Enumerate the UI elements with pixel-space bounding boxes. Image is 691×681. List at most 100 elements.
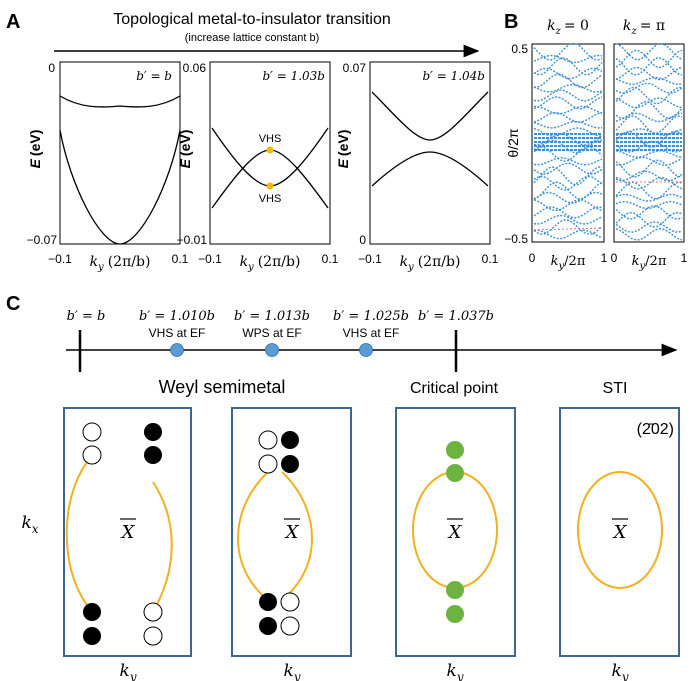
subplot-3-ytop: 0.07	[343, 61, 367, 75]
weyl-node-hollow	[143, 626, 163, 646]
vhs-marker-bottom	[266, 182, 274, 190]
fermi-loop-sti	[577, 471, 663, 589]
bz-box-2-frame	[231, 407, 352, 657]
bz-box-sti: (2̄02) X ky	[559, 407, 680, 681]
xbar-label-3: X	[447, 522, 463, 543]
bz-box-1-frame	[63, 407, 192, 657]
surface-label: (2̄02)	[637, 421, 674, 438]
bz-box-weyl-2: X ky	[231, 407, 352, 681]
subplot-1-upper-band	[59, 95, 181, 108]
weyl-node-hollow	[258, 430, 278, 450]
weyl-node-hollow	[82, 422, 102, 442]
weyl-node-filled	[281, 431, 299, 449]
wcc-line	[533, 181, 603, 200]
wcc-lines-kzpi	[615, 43, 683, 241]
phase-label-2: b′ = 1.013b	[234, 309, 310, 324]
wcc-line	[533, 42, 603, 61]
subplot-3-ylabel: E(eV)	[335, 130, 351, 169]
bz-box-critical: X ky	[395, 407, 516, 681]
weyl-node-filled	[259, 593, 277, 611]
critical-node	[446, 464, 464, 482]
bz-box-4-frame	[559, 407, 680, 657]
panel-b-xtick-left-pi: 0	[611, 251, 618, 265]
wcc-line	[615, 211, 683, 228]
ky-label-3: ky	[446, 661, 463, 681]
panel-b-letter: B	[504, 11, 518, 33]
panel-b-ylabel: θ/2π	[505, 128, 521, 157]
wcc-line	[615, 149, 683, 158]
wcc-frame-kzpi	[613, 43, 685, 243]
reference-line-kz0	[533, 227, 603, 231]
heading-weyl: Weyl semimetal	[159, 377, 286, 397]
phase-label-0: b′ = b	[67, 309, 106, 324]
wcc-line	[533, 199, 603, 212]
vhs-label-top: VHS	[259, 133, 282, 145]
panel-b-title-left: kz = 0	[547, 18, 589, 37]
wcc-line	[533, 105, 603, 115]
subplot-1: b′ = b 0 −0.07 E(eV) −0.1 0.1 ky (2π/b)	[27, 61, 189, 273]
panel-b-xlabel-left: ky/2π	[551, 254, 586, 272]
kx-label: kx	[21, 513, 38, 536]
wcc-line	[615, 181, 683, 200]
bz-box-3-frame	[395, 407, 516, 657]
xbar-label-1: X	[120, 522, 136, 543]
ky-label-1: ky	[119, 661, 136, 681]
panel-b-title-right: kz = π	[623, 18, 665, 37]
timeline-marker-vhs-2	[359, 343, 373, 357]
wcc-line	[615, 86, 683, 105]
wcc-line	[615, 159, 683, 178]
wcc-line	[615, 100, 683, 120]
wcc-frame-kz0	[531, 43, 605, 243]
wcc-line	[533, 73, 603, 89]
wcc-line	[533, 83, 603, 93]
subplot-1-ylabel: E(eV)	[27, 130, 43, 169]
weyl-node-filled	[83, 627, 101, 645]
subplot-1-frame	[59, 61, 181, 245]
subplot-2-xlabel: ky (2π/b)	[240, 254, 301, 273]
ky-label-2: ky	[283, 661, 300, 681]
subplot-3-frame	[369, 61, 491, 245]
subplot-1-lower-band	[59, 129, 181, 245]
wcc-line	[533, 120, 603, 129]
wcc-line	[533, 96, 603, 110]
subplot-3-lower-band	[371, 151, 489, 187]
subplot-1-xlabel: ky (2π/b)	[90, 254, 151, 273]
subplot-2-ybottom: −0.01	[177, 233, 208, 247]
panel-b-ytick-top: 0.5	[511, 42, 528, 56]
weyl-node-hollow	[258, 454, 278, 474]
subplot-2-frame	[209, 61, 331, 245]
subplot-2-xtick-max: 0.1	[322, 252, 339, 266]
fermi-arc-2	[237, 471, 313, 601]
phase-label-1: b′ = 1.010b	[139, 309, 215, 324]
panel-b-ytick-bottom: −0.5	[504, 232, 528, 246]
xbar-label-4: X	[612, 522, 628, 543]
wcc-lines-kz0	[533, 42, 603, 240]
panel-a-letter: A	[6, 11, 20, 33]
bz-box-weyl-1: X ky	[63, 407, 192, 681]
wcc-line	[533, 166, 603, 186]
subplot-3-label: b′ = 1.04b	[423, 69, 486, 83]
wcc-line	[533, 67, 603, 80]
subplot-3-xtick-max: 0.1	[482, 252, 499, 266]
weyl-node-filled	[144, 446, 162, 464]
timeline-marker-wps	[265, 343, 279, 357]
panel-a: A Topological metal-to-insulator transit…	[6, 11, 499, 273]
wcc-line	[615, 156, 683, 166]
subplot-2-ylabel: E(eV)	[177, 130, 193, 169]
weyl-node-hollow	[280, 592, 300, 612]
wcc-line	[533, 145, 603, 162]
weyl-node-filled	[281, 455, 299, 473]
panel-c: C b′ = b b′ = 1.010b VHS at EF b′ = 1.01…	[6, 293, 680, 681]
weyl-node-hollow	[280, 616, 300, 636]
subplot-3-xlabel: ky (2π/b)	[400, 254, 461, 273]
weyl-node-filled	[144, 423, 162, 441]
weyl-node-filled	[259, 617, 277, 635]
wcc-line	[615, 205, 683, 220]
subplot-2-xtick-min: −0.1	[198, 252, 222, 266]
subplot-2-ytop: 0.06	[183, 61, 207, 75]
fermi-arc-1-left	[65, 461, 88, 606]
subplot-1-label: b′ = b	[136, 69, 172, 83]
wcc-line	[615, 49, 683, 69]
panel-a-title: Topological metal-to-insulator transitio…	[113, 11, 390, 28]
